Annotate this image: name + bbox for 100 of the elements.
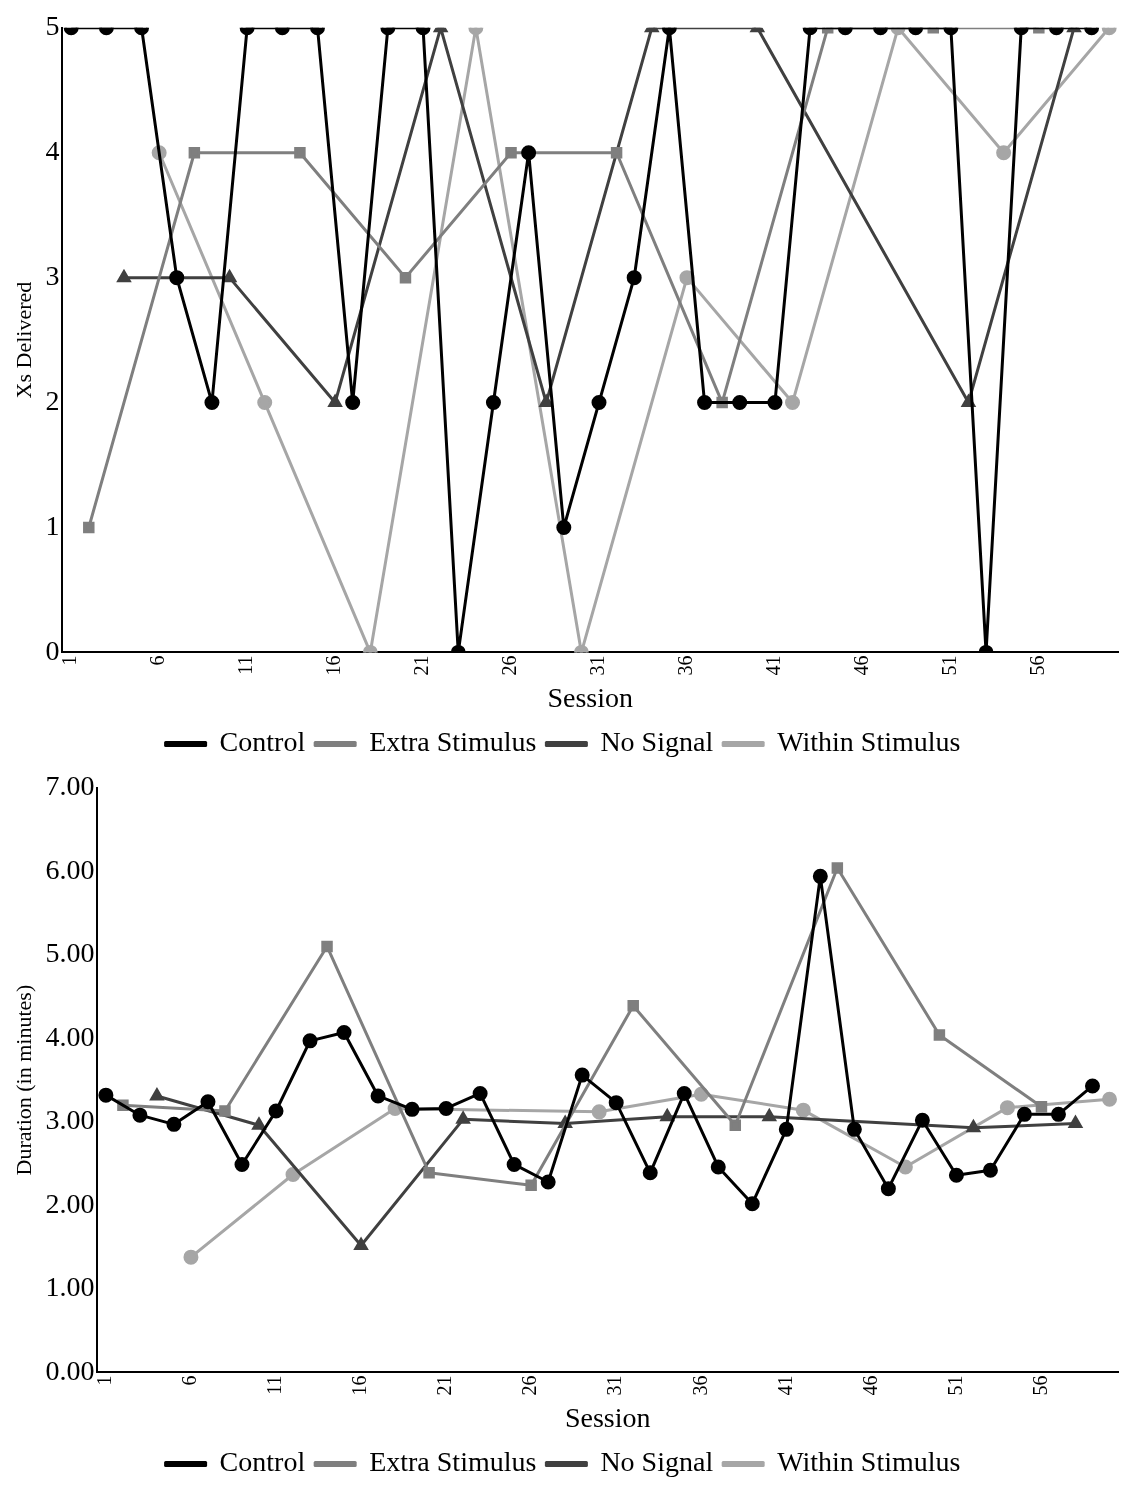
point (744, 1196, 760, 1212)
point (150, 1088, 164, 1101)
y-tick-label: 1 (45, 509, 60, 541)
point (83, 521, 95, 534)
y-tick-label: 0.00 (45, 1354, 95, 1386)
point (785, 395, 801, 411)
point (525, 1179, 537, 1192)
legend-label: Extra Stimulus (369, 1446, 537, 1478)
point (574, 1067, 590, 1083)
x-tick-label: 6 (178, 1375, 201, 1386)
point (933, 1029, 946, 1041)
point (982, 1162, 998, 1178)
x-tick-label: 16 (322, 655, 345, 676)
legend-label: No Signal (600, 726, 714, 758)
point (321, 940, 333, 953)
point (999, 1100, 1015, 1116)
y-axis-title: Duration (in minutes) (10, 984, 36, 1176)
y-tick-label: 3 (45, 260, 60, 291)
point (540, 1174, 556, 1190)
x-tick-label: 1 (93, 1375, 116, 1386)
point (438, 1100, 454, 1116)
legend-label: No Signal (600, 1446, 714, 1478)
y-tick-label: 0 (45, 634, 60, 666)
point (222, 270, 237, 283)
x-tick-label: 56 (1028, 1375, 1051, 1396)
point (762, 1109, 776, 1122)
x-tick-label: 26 (518, 1375, 541, 1396)
x-tick-label: 16 (348, 1375, 371, 1396)
point (219, 1105, 231, 1117)
y-tick-label: 5.00 (45, 937, 95, 969)
point (370, 1088, 386, 1104)
point (729, 1119, 742, 1131)
point (234, 1156, 250, 1172)
point (778, 1121, 794, 1137)
y-axis-title: Xs Delivered (10, 281, 36, 399)
legend-label: Control (219, 726, 306, 758)
point (252, 1117, 266, 1130)
point (676, 1085, 692, 1101)
point (697, 395, 713, 411)
point (591, 395, 607, 411)
point (642, 1165, 658, 1181)
point (336, 1025, 352, 1040)
point (627, 1000, 639, 1012)
point (660, 1109, 674, 1122)
point (767, 395, 783, 411)
y-tick-label: 4 (45, 135, 60, 167)
point (423, 1167, 435, 1179)
x-tick-label: 6 (146, 655, 169, 666)
point (1035, 1101, 1048, 1113)
point (948, 1167, 964, 1183)
point (183, 1249, 199, 1265)
x-tick-label: 31 (603, 1375, 626, 1396)
point (257, 395, 273, 411)
point (472, 1085, 488, 1101)
point (399, 271, 412, 284)
point (795, 1102, 811, 1118)
x-tick-label: 36 (688, 1375, 711, 1396)
x-tick-label: 11 (234, 655, 257, 675)
y-tick-label: 1.00 (45, 1271, 95, 1303)
point (117, 270, 131, 283)
point (456, 1111, 470, 1124)
legend-label: Within Stimulus (777, 726, 961, 758)
x-tick-label: 36 (674, 655, 697, 676)
point (966, 1120, 981, 1133)
y-tick-label: 2.00 (45, 1187, 95, 1219)
x-tick-label: 31 (586, 655, 609, 676)
point (880, 1181, 896, 1197)
y-tick-label: 5 (45, 10, 60, 42)
point (204, 395, 220, 411)
y-tick-label: 3.00 (45, 1104, 95, 1136)
point (166, 1116, 182, 1132)
point (302, 1033, 318, 1049)
x-tick-label: 26 (498, 655, 521, 676)
point (345, 395, 361, 411)
x-tick-label: 11 (263, 1375, 286, 1395)
point (169, 270, 185, 286)
point (1050, 1106, 1066, 1122)
point (1068, 1116, 1083, 1129)
x-axis-title: Session (547, 681, 633, 713)
point (404, 1101, 420, 1117)
x-tick-label: 21 (410, 655, 433, 676)
point (200, 1094, 216, 1110)
point (506, 1156, 522, 1172)
point (626, 270, 642, 286)
x-tick-label: 51 (943, 1375, 966, 1396)
point (556, 519, 572, 535)
point (485, 395, 501, 411)
x-axis-title: Session (564, 1401, 651, 1433)
point (98, 1087, 114, 1103)
legend-label: Extra Stimulus (369, 726, 537, 758)
point (354, 1237, 368, 1250)
x-tick-label: 21 (433, 1375, 456, 1396)
x-tick-label: 56 (1026, 655, 1049, 676)
point (1101, 1091, 1117, 1107)
x-tick-label: 41 (762, 655, 785, 676)
point (732, 395, 748, 411)
point (132, 1107, 148, 1123)
legend-label: Within Stimulus (777, 1446, 961, 1478)
x-tick-label: 46 (858, 1375, 881, 1396)
point (1084, 1078, 1100, 1094)
